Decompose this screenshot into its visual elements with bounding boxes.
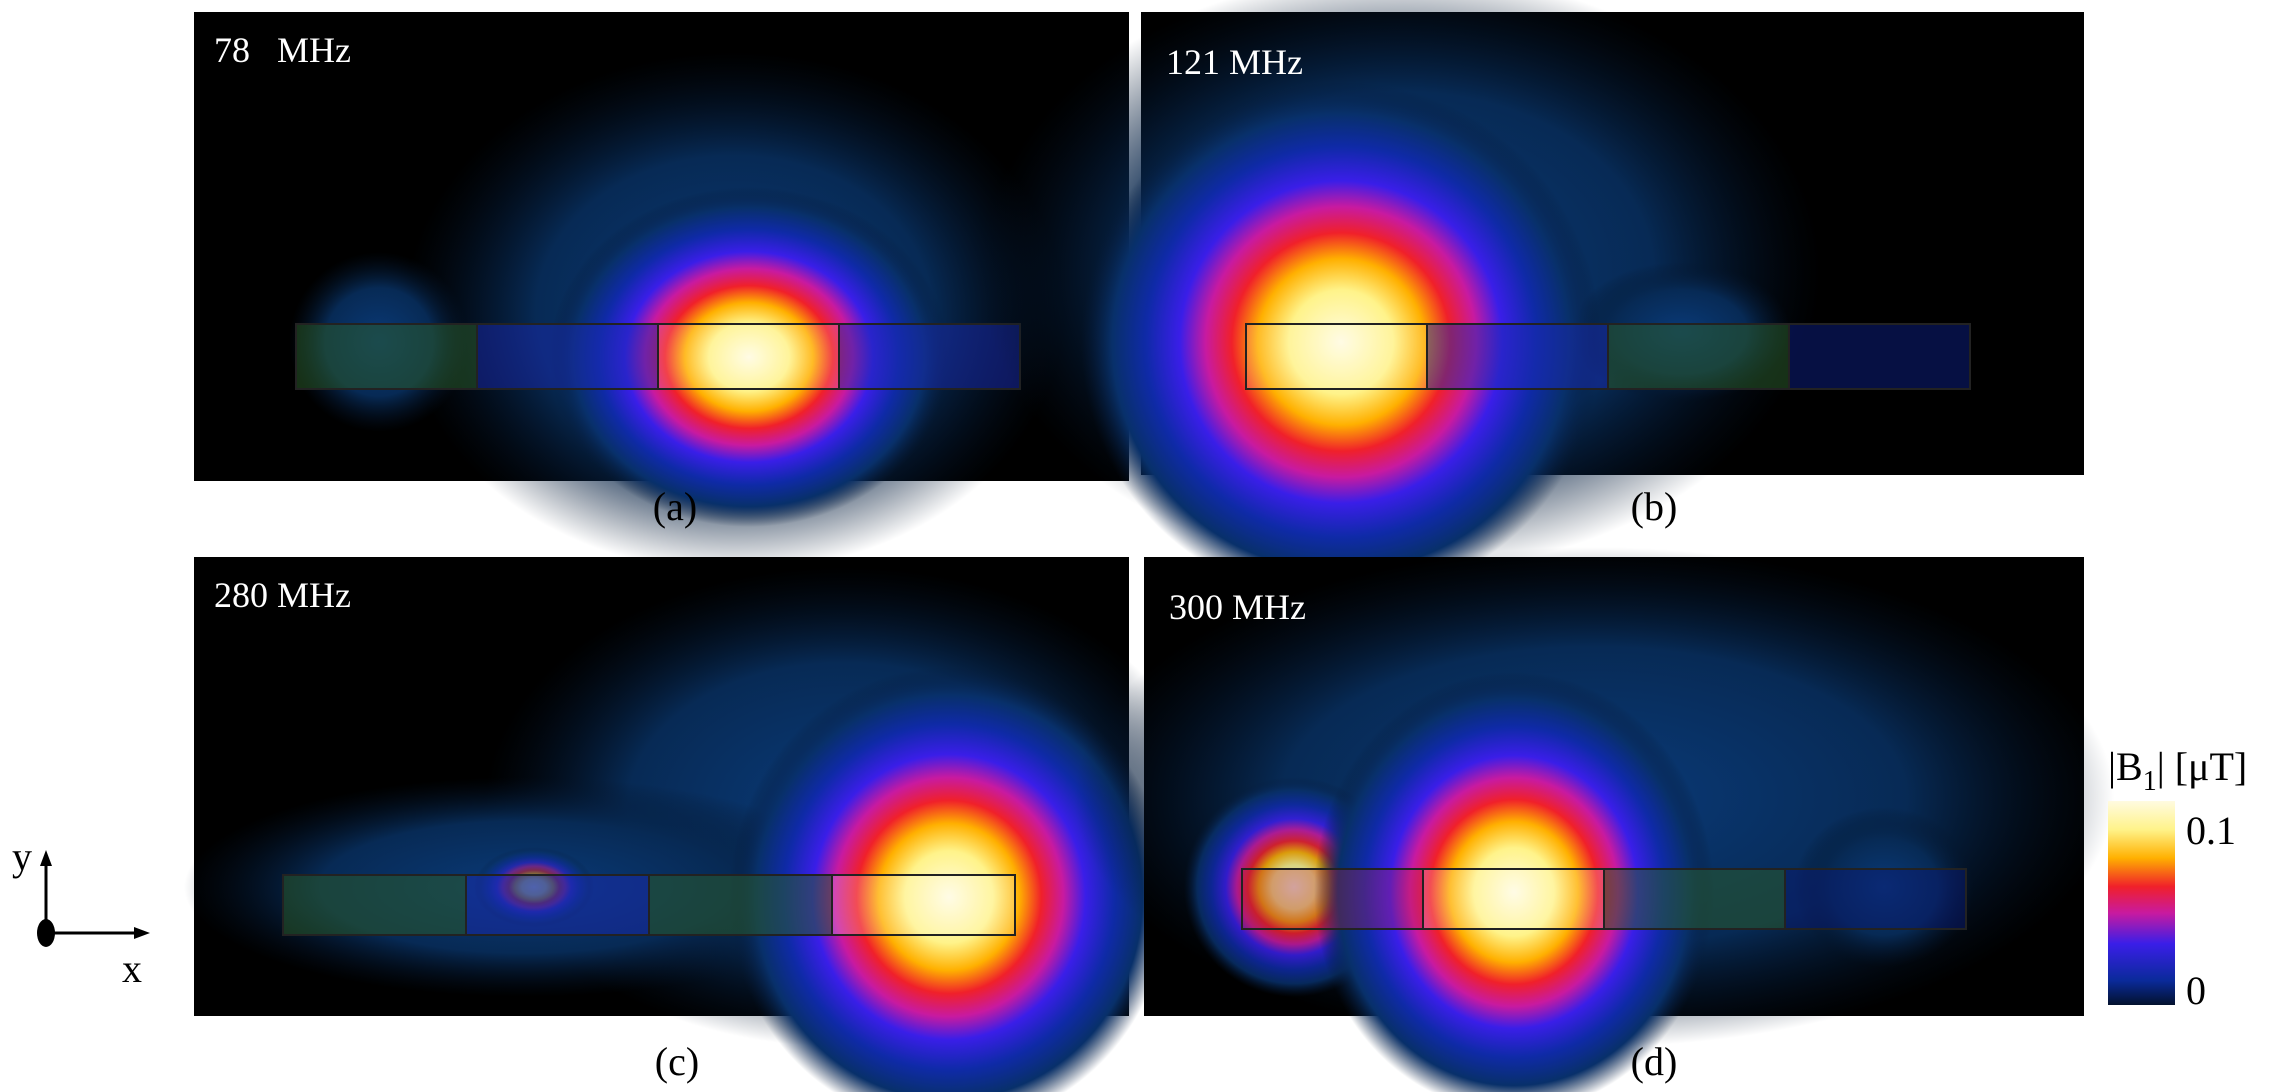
colorbar-title-subscript: 1 [2143,766,2157,797]
field-hotspot [549,187,949,527]
axis-label-x: x [122,946,142,991]
coil-blocks [1245,323,1971,390]
colorbar-title-prefix: |B [2108,744,2143,789]
coil-blocks [282,874,1016,936]
colorbar-title: |B1| [μT] [2108,744,2247,797]
field-hotspot [1314,672,1714,1092]
colorbar-tick-label: 0.1 [2186,808,2236,853]
frequency-label: 78 MHz [214,30,351,70]
axes-indicator: y x [12,834,150,991]
frequency-label: 280 MHz [214,575,351,615]
panel-d: 300 MHz [1074,547,2114,1092]
field-hotspot [729,667,1169,1092]
colorbar-tick-label: 0 [2186,968,2206,1013]
panel-c: 280 MHz [184,557,1204,1092]
frequency-label: 300 MHz [1169,587,1306,627]
caption: (d) [1631,1039,1678,1084]
coil-blocks [295,323,1021,390]
coil-blocks [1241,868,1967,930]
field-hotspot [1081,82,1601,602]
colorbar-ticks: 0.10 [2186,808,2236,1013]
caption: (a) [653,484,697,529]
axis-label-y: y [12,834,32,879]
colorbar [2108,801,2175,1005]
panel-a: 78 MHz [194,12,1129,572]
panel-b: 121 MHz [981,0,2084,602]
caption: (c) [655,1039,699,1084]
caption: (b) [1631,484,1678,529]
frequency-label: 121 MHz [1166,42,1303,82]
colorbar-title-suffix: | [μT] [2157,744,2248,789]
